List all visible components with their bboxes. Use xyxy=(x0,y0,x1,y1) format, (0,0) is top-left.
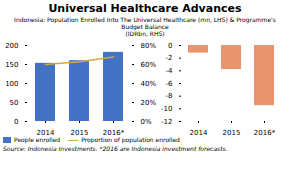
svg-text:-8: -8 xyxy=(166,92,173,100)
svg-text:150: 150 xyxy=(5,61,18,69)
html-text:Indonesia: Population Enrolled: Indonesia: Population Enrolled Into The … xyxy=(14,16,276,37)
svg-text:0: 0 xyxy=(168,42,172,50)
svg-text:2014: 2014 xyxy=(190,129,208,137)
svg-text:100: 100 xyxy=(5,80,18,88)
svg-text:2016*: 2016* xyxy=(103,129,125,137)
svg-text:200: 200 xyxy=(5,42,18,50)
svg-text:2015: 2015 xyxy=(223,129,241,137)
html-text:Universal Healthcare Advances: Universal Healthcare Advances xyxy=(48,2,242,15)
svg-text:0%: 0% xyxy=(141,118,152,126)
html-text:Proportion of population enrol: Proportion of population enrolled xyxy=(81,136,180,143)
html-text:Source: Indonesia Investments.: Source: Indonesia Investments. *2016 are… xyxy=(3,145,228,152)
svg-text:2015: 2015 xyxy=(71,129,89,137)
svg-text:60%: 60% xyxy=(141,61,157,69)
svg-text:0: 0 xyxy=(14,118,18,126)
svg-text:-2: -2 xyxy=(166,54,173,62)
svg-text:40%: 40% xyxy=(141,80,157,88)
svg-text:2016*: 2016* xyxy=(254,129,276,137)
svg-text:-6: -6 xyxy=(166,80,174,88)
html-text:People enrolled: People enrolled xyxy=(14,136,61,143)
svg-text:-10: -10 xyxy=(161,105,172,113)
svg-text:2014: 2014 xyxy=(37,129,55,137)
svg-text:80%: 80% xyxy=(141,42,157,50)
svg-text:20%: 20% xyxy=(141,99,157,107)
svg-text:50: 50 xyxy=(10,99,19,107)
svg-text:-4: -4 xyxy=(166,67,174,75)
svg-text:-12: -12 xyxy=(161,118,172,126)
